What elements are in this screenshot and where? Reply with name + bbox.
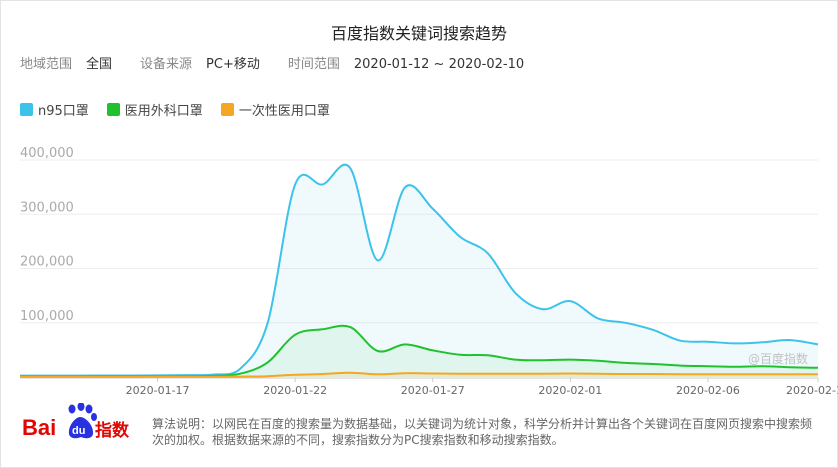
chart-legend: n95口罩 医用外科口罩 一次性医用口罩 bbox=[20, 100, 330, 119]
y-tick-label: 300,000 bbox=[20, 200, 74, 215]
y-tick-label: 200,000 bbox=[20, 255, 74, 270]
series-area-surgical bbox=[20, 325, 818, 377]
legend-item-surgical[interactable]: 医用外科口罩 bbox=[106, 100, 203, 119]
paw-icon bbox=[68, 403, 97, 439]
series-area-disposable bbox=[20, 372, 818, 377]
logo-text-du: du bbox=[72, 425, 85, 437]
y-tick-label: 400,000 bbox=[20, 146, 74, 161]
x-tick-label: 2020-01-17 bbox=[126, 384, 190, 397]
time-label: 时间范围 bbox=[287, 57, 340, 72]
source-value[interactable]: PC+移动 bbox=[206, 57, 260, 72]
legend-label-surgical: 医用外科口罩 bbox=[124, 104, 203, 119]
legend-item-n95[interactable]: n95口罩 bbox=[20, 100, 89, 119]
legend-swatch-disposable bbox=[220, 103, 234, 116]
algorithm-note: 算法说明：以网民在百度的搜索量为数据基础，以关键词为统计对象，科学分析并计算出各… bbox=[152, 417, 813, 447]
chart-title: 百度指数关键词搜索趋势 bbox=[330, 24, 507, 43]
x-tick-label: 2020-01-27 bbox=[401, 384, 465, 397]
legend-item-disposable[interactable]: 一次性医用口罩 bbox=[220, 100, 330, 119]
trend-chart: 100,000 200,000 300,000 400,000 2020-01-17 20… bbox=[19, 146, 838, 397]
legend-swatch-surgical bbox=[106, 103, 120, 116]
watermark: @百度指数 bbox=[748, 351, 808, 366]
logo-text-bai: Bai bbox=[22, 415, 56, 440]
region-value[interactable]: 全国 bbox=[86, 57, 113, 72]
x-tick-label: 2020-01-22 bbox=[263, 384, 327, 397]
series-line-disposable bbox=[20, 371, 818, 378]
legend-label-disposable: 一次性医用口罩 bbox=[238, 104, 330, 119]
time-value[interactable]: 2020-01-12 ~ 2020-02-10 bbox=[353, 57, 525, 72]
x-tick-label: 2020-02-06 bbox=[676, 384, 740, 397]
legend-swatch-n95 bbox=[20, 103, 33, 116]
source-label: 设备来源 bbox=[140, 57, 193, 72]
logo-text-index: 指数 bbox=[95, 420, 130, 441]
x-tick-label: 2020-02-01 bbox=[538, 384, 602, 397]
series-area-n95 bbox=[20, 164, 818, 377]
region-label: 地域范围 bbox=[20, 57, 73, 72]
filter-bar: 地域范围 全国 设备来源 PC+移动 时间范围 2020-01-12 ~ 2020-02-… bbox=[20, 53, 552, 72]
y-tick-label: 100,000 bbox=[20, 309, 74, 324]
baidu-index-logo: Bai du 指数 bbox=[22, 403, 130, 441]
x-tick-label: 2020-02-10 bbox=[786, 384, 838, 397]
legend-label-n95: n95口罩 bbox=[38, 104, 89, 119]
